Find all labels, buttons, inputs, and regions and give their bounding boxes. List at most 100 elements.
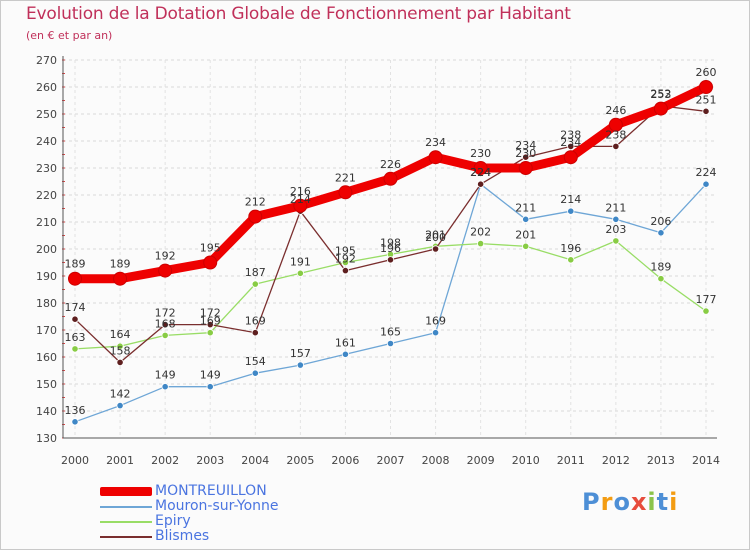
- data-point: [699, 80, 713, 94]
- data-label: 169: [425, 315, 446, 328]
- data-point: [116, 342, 124, 350]
- data-label: 192: [155, 250, 176, 263]
- data-point: [161, 320, 169, 329]
- data-label: 212: [245, 196, 266, 209]
- logo-letter: t: [656, 488, 670, 516]
- data-label: 216: [290, 185, 311, 198]
- data-label: 163: [65, 331, 86, 344]
- data-label: 234: [515, 139, 536, 152]
- data-label: 196: [380, 242, 401, 255]
- y-tick-label: 270: [36, 54, 57, 67]
- data-label: 238: [560, 128, 581, 141]
- y-tick-label: 160: [36, 351, 57, 364]
- data-point: [341, 266, 350, 275]
- data-label: 224: [696, 166, 717, 179]
- data-point: [203, 255, 218, 270]
- data-label: 234: [425, 136, 446, 149]
- data-label: 149: [155, 369, 176, 382]
- data-point: [386, 256, 395, 264]
- logo-letter: o: [613, 488, 631, 516]
- y-tick-label: 230: [36, 162, 57, 175]
- data-point: [71, 315, 79, 323]
- data-label: 142: [110, 388, 131, 401]
- data-label: 198: [380, 236, 401, 249]
- data-label: 214: [560, 193, 581, 206]
- legend-swatch-montreuillon: [100, 487, 152, 496]
- legend-label-epiry: Epiry: [155, 513, 191, 529]
- proxiti-logo: Proxiti: [582, 488, 678, 516]
- data-label: 224: [470, 166, 491, 179]
- data-point: [116, 358, 124, 366]
- data-point: [612, 237, 620, 245]
- x-tick-label: 2003: [196, 454, 224, 467]
- data-point: [251, 369, 259, 377]
- x-tick-label: 2013: [647, 454, 675, 467]
- data-label: 195: [200, 242, 221, 255]
- data-point: [296, 361, 304, 369]
- data-label: 174: [65, 301, 86, 314]
- data-label: 158: [110, 344, 131, 357]
- data-point: [68, 271, 82, 286]
- data-point: [567, 256, 575, 264]
- legend-label-blismes: Blismes: [155, 528, 210, 544]
- data-point: [612, 142, 620, 150]
- x-tick-label: 2002: [151, 454, 179, 467]
- data-point: [383, 171, 398, 186]
- y-tick-label: 260: [36, 81, 57, 94]
- data-point: [161, 383, 169, 391]
- data-label: 195: [335, 245, 356, 258]
- data-label: 189: [65, 258, 86, 271]
- data-point: [477, 240, 485, 248]
- data-point: [113, 271, 128, 286]
- data-label: 157: [290, 347, 311, 360]
- data-label: 196: [560, 242, 581, 255]
- data-point: [608, 117, 623, 132]
- data-point: [563, 150, 578, 165]
- y-tick-label: 210: [36, 216, 57, 229]
- x-tick-label: 2001: [106, 454, 134, 467]
- x-tick-label: 2006: [331, 454, 359, 467]
- data-point: [158, 263, 173, 278]
- data-label: 187: [245, 266, 266, 279]
- data-label: 251: [696, 93, 717, 106]
- data-point: [341, 258, 350, 267]
- data-label: 202: [470, 226, 491, 239]
- data-point: [386, 339, 395, 348]
- data-label: 149: [200, 369, 221, 382]
- legend-label-mouron: Mouron-sur-Yonne: [155, 498, 279, 514]
- y-tick-label: 140: [36, 405, 57, 418]
- data-point: [206, 320, 214, 329]
- data-label: 246: [605, 104, 626, 117]
- data-point: [522, 242, 530, 250]
- data-point: [161, 331, 169, 339]
- data-point: [116, 401, 124, 410]
- data-point: [206, 383, 214, 391]
- data-label: 260: [696, 66, 717, 79]
- data-label: 200: [425, 231, 446, 244]
- data-point: [431, 245, 440, 253]
- x-tick-label: 2010: [512, 454, 540, 467]
- chart-subtitle: (en € et par an): [26, 29, 113, 42]
- data-point: [341, 350, 350, 358]
- data-label: 164: [110, 328, 131, 341]
- data-label: 234: [560, 136, 581, 149]
- data-point: [251, 280, 259, 288]
- data-point: [431, 329, 440, 337]
- data-label: 154: [245, 355, 266, 368]
- data-label: 252: [650, 88, 671, 101]
- data-point: [248, 209, 263, 224]
- y-tick-label: 250: [36, 108, 57, 121]
- data-label: 201: [425, 228, 446, 241]
- data-point: [251, 329, 259, 337]
- x-tick-label: 2005: [286, 454, 314, 467]
- y-tick-label: 170: [36, 324, 57, 337]
- x-tick-label: 2000: [61, 454, 89, 467]
- data-point: [338, 185, 353, 200]
- x-tick-label: 2008: [422, 454, 450, 467]
- data-point: [567, 207, 575, 215]
- data-label: 169: [200, 315, 221, 328]
- chart-title: Evolution de la Dotation Globale de Fonc…: [26, 4, 571, 24]
- x-tick-label: 2009: [467, 454, 495, 467]
- data-point: [206, 329, 214, 337]
